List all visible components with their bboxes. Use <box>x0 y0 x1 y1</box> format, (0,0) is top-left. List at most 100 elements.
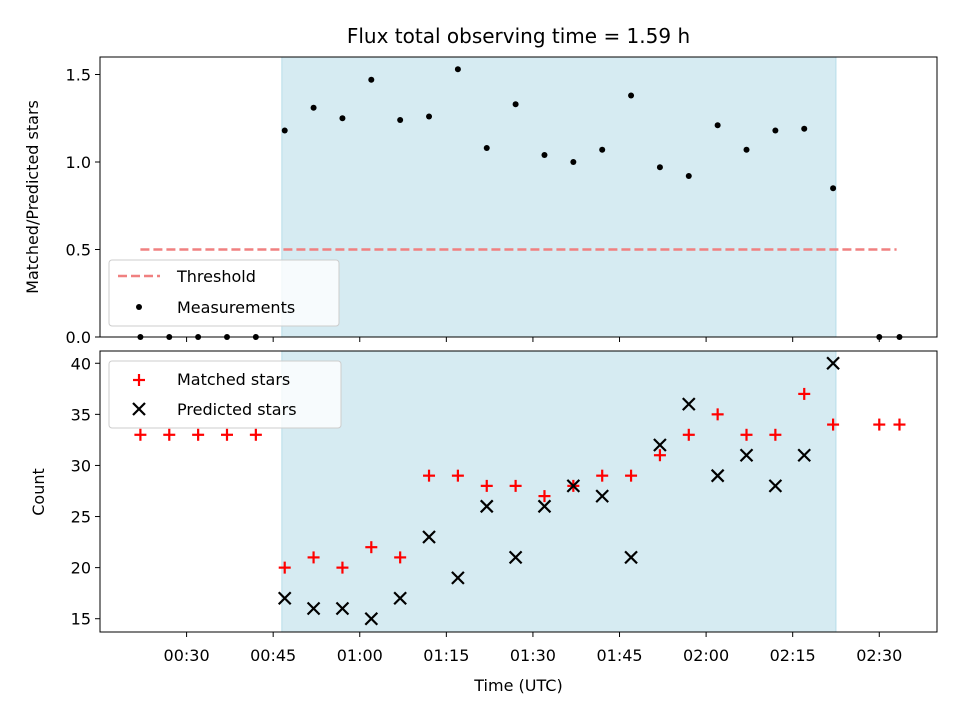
count-panel: 15 20 25 30 35 40 00:30 00:45 01:00 01:15 01:30 01… <box>29 350 938 695</box>
legend-predicted-label: Predicted stars <box>177 400 297 419</box>
matched-star-marker <box>220 428 233 441</box>
ratio-legend: Threshold Measurements <box>108 259 340 327</box>
matched-star-marker <box>451 469 464 482</box>
ratio-y-axis-label: Matched/Predicted stars <box>23 100 42 294</box>
measurement-point <box>397 117 404 123</box>
x-tick-label: 01:45 <box>596 646 642 665</box>
predicted-star-marker <box>335 601 350 616</box>
legend-threshold-label: Threshold <box>176 267 256 286</box>
y-tick-label: 15 <box>71 610 91 629</box>
legend-predicted-swatch <box>132 402 146 416</box>
matched-star-marker <box>740 428 753 441</box>
predicted-star-marker <box>826 356 840 371</box>
x-tick-label: 00:30 <box>164 646 210 665</box>
legend-measurements-label: Measurements <box>177 298 295 317</box>
measurement-point <box>628 92 635 99</box>
predicted-star-marker <box>364 611 379 626</box>
predicted-star-marker <box>653 438 667 452</box>
measurement-point <box>714 122 721 129</box>
matched-star-marker <box>827 418 840 431</box>
x-tick-label: 02:00 <box>683 646 729 665</box>
ratio-x-ticks <box>186 337 880 342</box>
matched-star-marker <box>625 469 638 482</box>
count-legend: Matched stars Predicted stars <box>108 360 342 429</box>
predicted-star-marker <box>768 479 783 493</box>
matched-star-marker <box>893 418 906 431</box>
matched-star-marker <box>192 428 205 441</box>
y-tick-label: 0.5 <box>66 241 91 260</box>
measurement-point <box>772 127 779 134</box>
predicted-star-marker <box>624 550 638 565</box>
measurement-point <box>426 113 433 120</box>
predicted-star-marker <box>508 550 523 565</box>
matched-star-marker <box>249 428 262 441</box>
x-tick-label: 00:45 <box>250 646 296 665</box>
x-tick-label: 01:15 <box>423 646 469 665</box>
legend-matched-label: Matched stars <box>177 370 290 389</box>
measurement-point <box>743 146 750 153</box>
measurement-point <box>483 145 490 151</box>
matched-star-points <box>134 387 906 574</box>
measurement-point <box>454 66 461 73</box>
matched-star-marker <box>798 387 811 400</box>
predicted-star-marker <box>479 499 494 514</box>
x-tick-label: 01:30 <box>510 646 556 665</box>
legend-measurements-swatch <box>136 304 142 310</box>
observing-window-shade <box>281 56 837 338</box>
y-tick-label: 20 <box>71 559 91 578</box>
legend-matched-swatch <box>133 374 145 386</box>
ratio-legend-box <box>108 259 340 327</box>
count-y-axis-label: Count <box>29 468 48 516</box>
y-tick-label: 35 <box>71 405 91 424</box>
ratio-panel-frame <box>99 56 938 338</box>
matched-star-marker <box>394 551 407 564</box>
measurement-point <box>685 173 692 179</box>
measurement-point <box>281 127 288 134</box>
predicted-star-points <box>277 356 840 626</box>
shaded-region <box>281 350 837 633</box>
x-tick-label: 02:30 <box>856 646 902 665</box>
measurement-point <box>512 101 519 108</box>
measurement-point <box>339 115 346 122</box>
count-y-ticks: 15 20 25 30 35 40 <box>71 354 100 629</box>
matched-star-marker <box>769 428 782 441</box>
measurement-point <box>830 185 837 192</box>
ratio-panel: 0.0 0.5 1.0 1.5 Matched/Predicted stars Thr… <box>23 56 938 347</box>
predicted-star-marker <box>422 530 436 544</box>
matched-star-marker <box>480 479 493 492</box>
predicted-star-marker <box>739 448 754 463</box>
count-panel-frame <box>99 350 938 633</box>
y-tick-label: 40 <box>71 354 91 373</box>
measurement-point <box>801 125 808 132</box>
predicted-star-marker <box>451 571 465 585</box>
count-legend-box <box>108 360 342 429</box>
predicted-star-marker <box>393 591 407 606</box>
matched-star-marker <box>134 428 147 441</box>
predicted-star-marker <box>797 448 812 463</box>
matched-star-marker <box>596 469 609 482</box>
ratio-y-ticks: 0.0 0.5 1.0 1.5 <box>66 66 100 347</box>
matched-star-marker <box>278 561 291 574</box>
predicted-star-marker <box>277 591 292 606</box>
y-tick-label: 1.5 <box>66 66 91 85</box>
x-tick-label: 02:15 <box>770 646 816 665</box>
measurement-point <box>310 104 317 111</box>
measurement-point <box>570 159 577 165</box>
measurement-points <box>137 66 903 340</box>
matched-star-marker <box>711 408 724 421</box>
count-x-ticks: 00:30 00:45 01:00 01:15 01:30 01:45 02:00 02:15… <box>164 632 902 665</box>
matched-star-marker <box>365 541 378 554</box>
matched-star-marker <box>336 561 349 574</box>
matched-star-marker <box>682 428 695 441</box>
matched-star-marker <box>423 469 436 482</box>
predicted-star-marker <box>566 479 581 493</box>
y-tick-label: 30 <box>71 456 91 475</box>
measurement-point <box>656 164 663 171</box>
predicted-star-marker <box>595 489 609 503</box>
y-tick-label: 0.0 <box>66 328 91 347</box>
chart-title: Flux total observing time = 1.59 h <box>347 24 690 48</box>
predicted-star-marker <box>537 499 552 514</box>
y-tick-label: 25 <box>71 508 91 527</box>
x-axis-label: Time (UTC) <box>473 676 562 695</box>
